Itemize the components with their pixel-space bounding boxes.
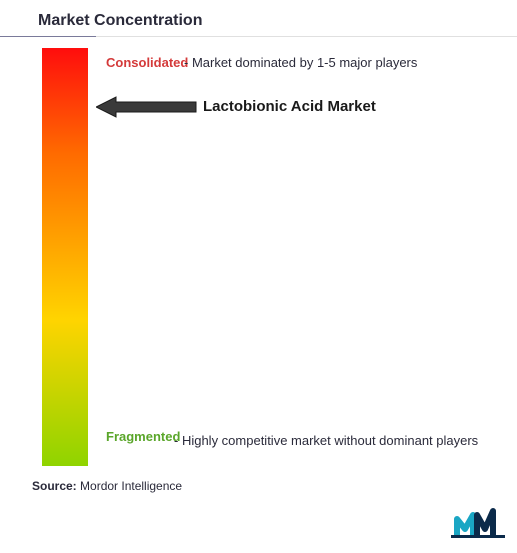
fragmented-description: - Highly competitive market without domi… [174, 429, 494, 454]
source-line: Source: Mordor Intelligence [32, 479, 182, 493]
source-prefix: Source: [32, 479, 77, 493]
consolidated-description: - Market dominated by 1-5 major players [184, 55, 417, 70]
concentration-gradient-bar [42, 48, 88, 466]
mordor-logo-icon [451, 507, 505, 541]
title-underline-accent [0, 36, 96, 37]
chart-title: Market Concentration [38, 12, 202, 30]
consolidated-label: Consolidated [106, 55, 188, 70]
source-name: Mordor Intelligence [77, 479, 182, 493]
marker-arrow [96, 95, 198, 124]
marker-label: Lactobionic Acid Market [203, 98, 376, 115]
fragmented-label: Fragmented [106, 429, 180, 444]
